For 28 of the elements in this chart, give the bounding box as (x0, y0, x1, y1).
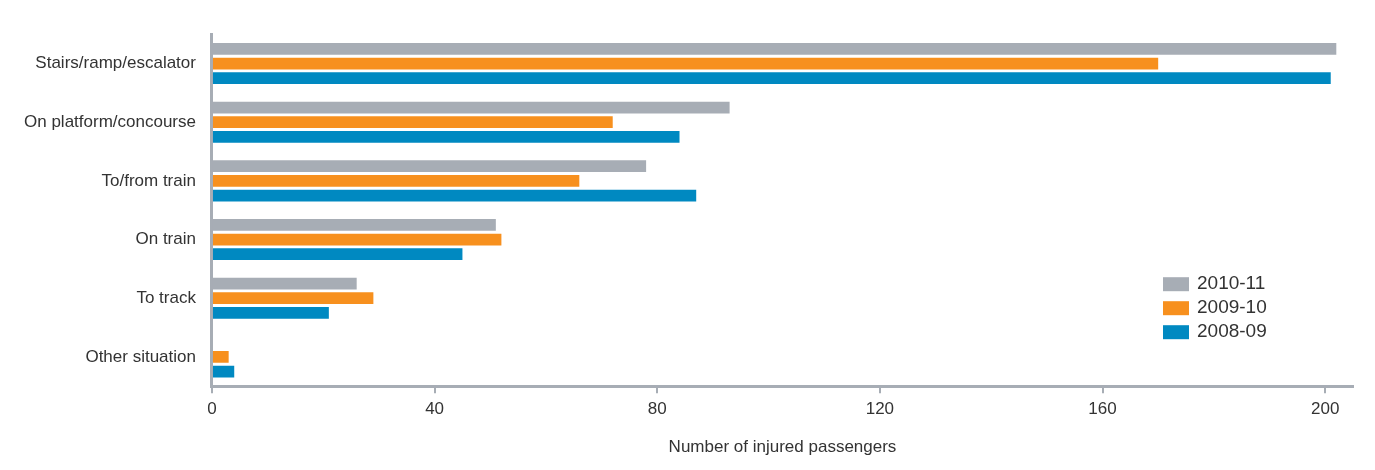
bar (212, 175, 580, 187)
x-tick-label: 40 (425, 399, 445, 419)
bar (212, 233, 502, 246)
bar (212, 72, 1331, 85)
bar (212, 351, 229, 363)
x-tick-label: 120 (865, 399, 895, 419)
x-tick-label: 0 (207, 399, 217, 419)
x-tick-label: 160 (1088, 399, 1117, 419)
y-tick-label: To/from train (101, 170, 196, 190)
bar (212, 57, 1159, 70)
bar (212, 116, 613, 129)
legend-label: 2008-09 (1197, 320, 1267, 342)
y-tick-label: On platform/concourse (24, 111, 196, 131)
bar (212, 189, 697, 202)
bar (212, 365, 235, 378)
y-tick-label: Other situation (85, 346, 196, 366)
bar (212, 292, 374, 305)
y-tick-label: To track (136, 287, 197, 307)
bar (212, 307, 329, 319)
legend-label: 2009-10 (1197, 296, 1267, 318)
bar (212, 248, 463, 261)
x-tick-label: 80 (647, 399, 667, 419)
y-tick-label: Stairs/ramp/escalator (35, 53, 197, 73)
y-tick-label: On train (135, 229, 196, 249)
legend-label: 2010-11 (1197, 272, 1266, 294)
x-tick-label: 200 (1310, 399, 1340, 419)
bar (212, 131, 680, 143)
x-axis-title: Number of injured passengers (668, 437, 897, 457)
